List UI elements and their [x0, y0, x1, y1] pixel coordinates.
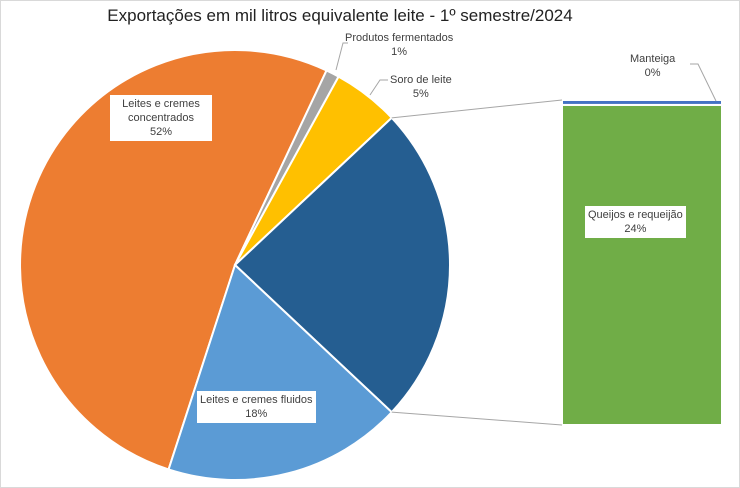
connector-line-top [391, 99, 563, 119]
label-manteiga: Manteiga 0% [630, 53, 676, 79]
label-leites-cremes-concentrados: Leites e cremes concentrados 52% [110, 95, 212, 141]
pie-slice-outros [233, 116, 451, 414]
label-soro-de-leite: Soro de leite 5% [390, 74, 452, 100]
chart-title: Exportações em mil litros equivalente le… [107, 6, 573, 25]
bar-segment-manteiga [561, 99, 723, 106]
leader-line-produtos-fermentados [335, 42, 348, 71]
pie-slice-leites-e-cremes-fluidos [167, 263, 394, 481]
label-leites-cremes-fluidos: Leites e cremes fluidos 18% [197, 391, 316, 423]
pie-slice-leites-e-cremes-concentrados [19, 49, 328, 471]
leader-line-soro-de-leite [369, 79, 388, 96]
bar-segment-queijos-e-requeijao [561, 103, 723, 426]
label-queijos-requeijao: Queijos e requeijão 24% [585, 206, 686, 238]
connector-line-bottom [391, 411, 563, 426]
label-produtos-fermentados: Produtos fermentados 1% [345, 32, 454, 58]
leader-line-manteiga [690, 63, 717, 102]
